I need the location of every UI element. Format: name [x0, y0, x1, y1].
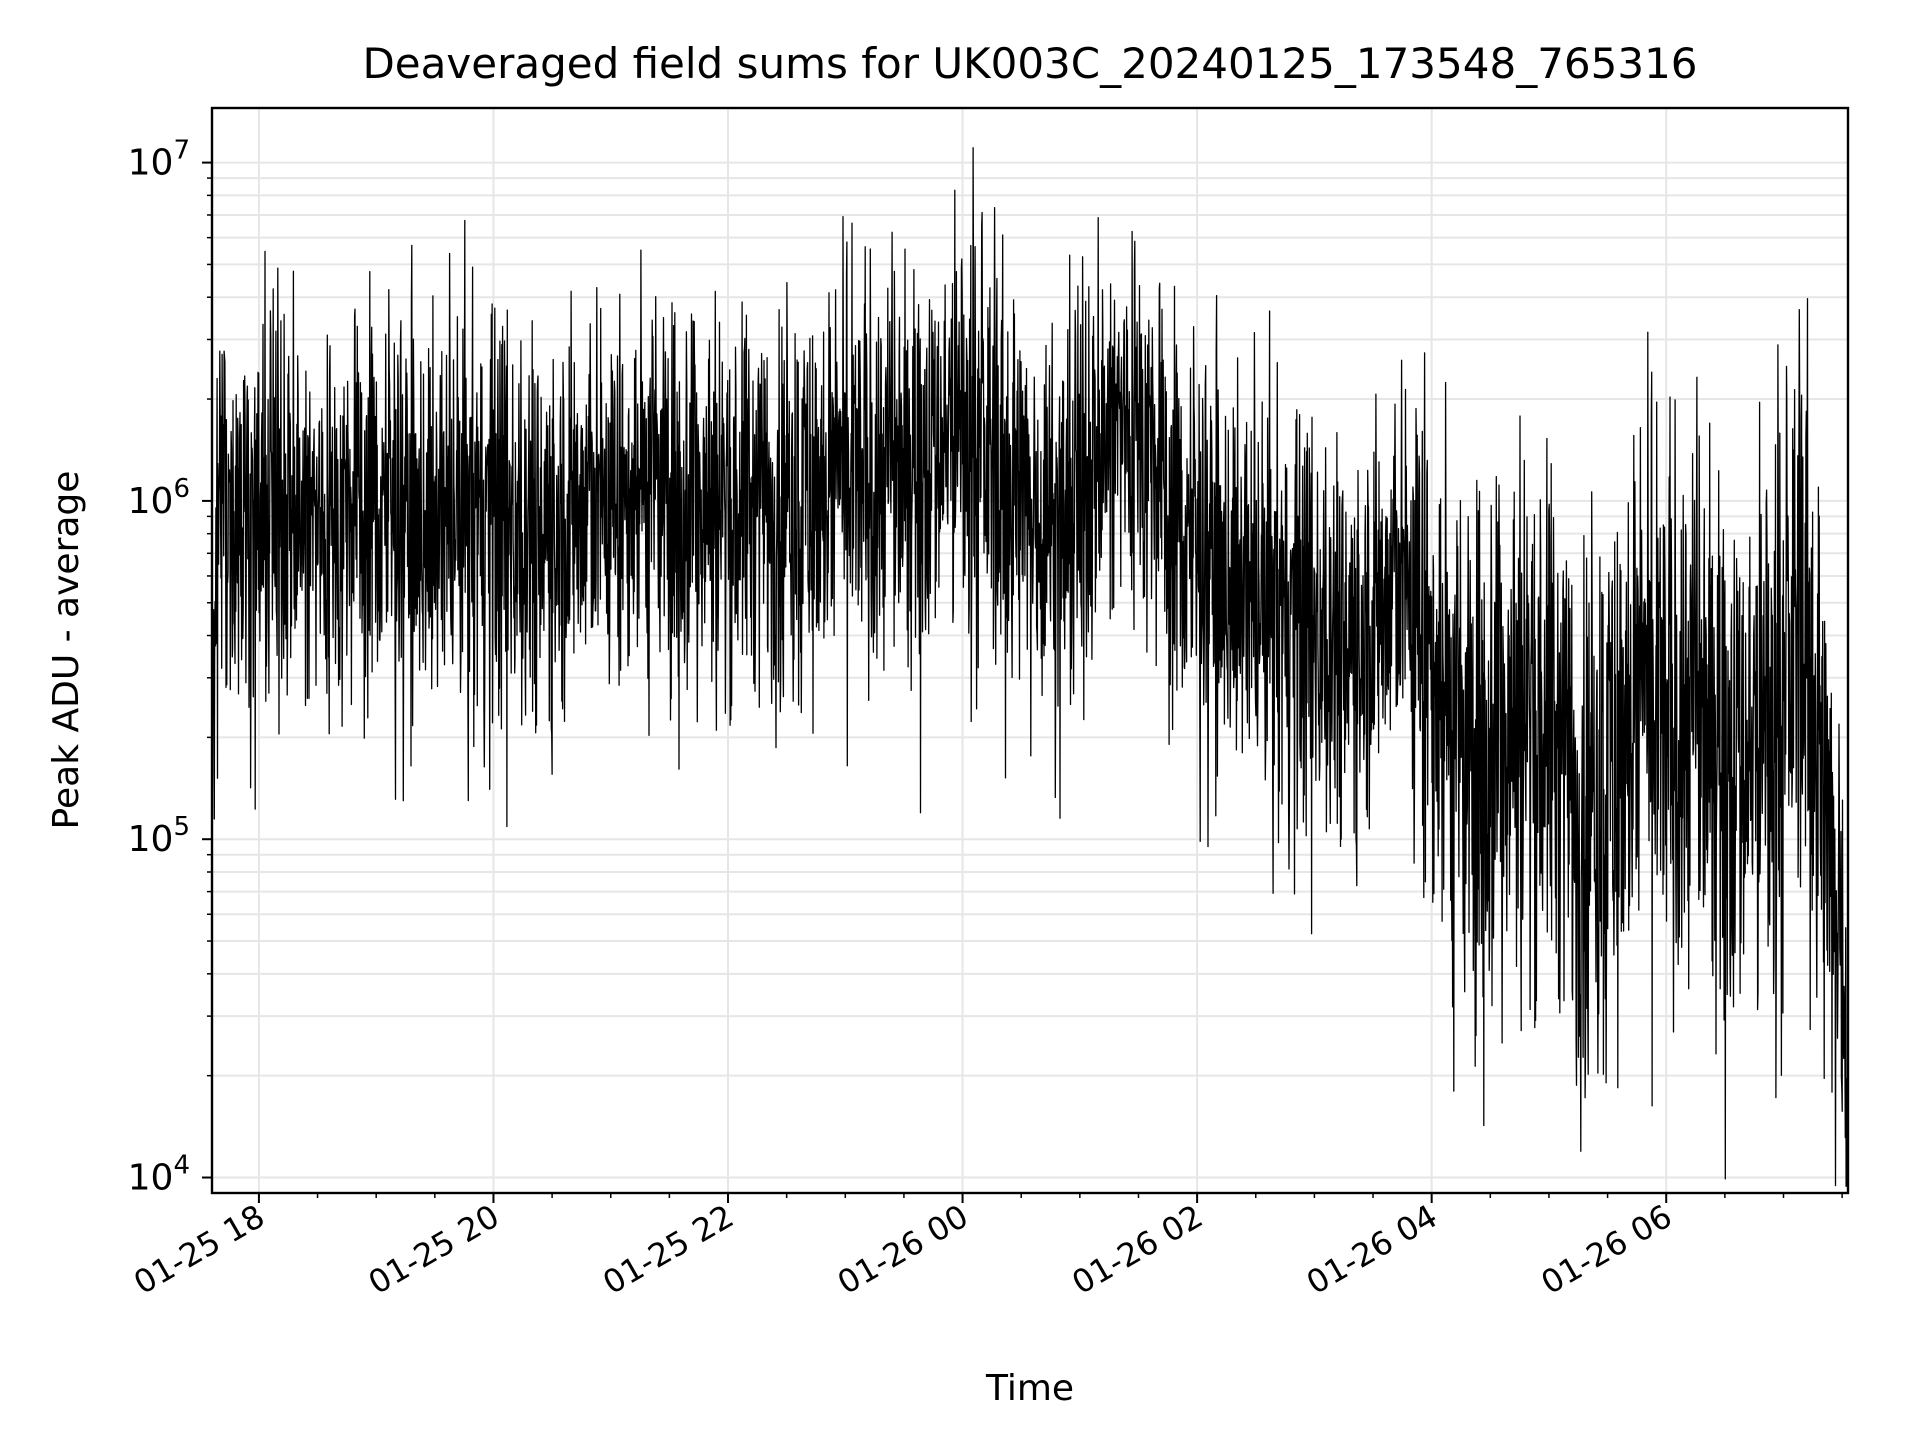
x-axis-label: Time [985, 1368, 1074, 1409]
x-tick-label: 01-26 02 [1066, 1197, 1210, 1302]
chart-title: Deaveraged field sums for UK003C_2024012… [362, 39, 1697, 88]
x-tick-label: 01-26 06 [1535, 1197, 1679, 1302]
y-tick-label: 104 [128, 1151, 190, 1199]
x-tick-label: 01-26 00 [831, 1197, 975, 1302]
series-line [211, 147, 1849, 1187]
y-axis-label: Peak ADU - average [46, 471, 87, 830]
x-tick-label: 01-26 04 [1300, 1197, 1444, 1302]
data-series [211, 147, 1849, 1187]
y-axis: 104 105 106 107 [128, 136, 212, 1199]
plot-frame [210, 106, 1850, 1195]
y-tick-label: 107 [128, 136, 190, 184]
y-tick-label: 105 [128, 812, 190, 860]
x-axis: 01-25 18 01-25 20 01-25 22 01-26 00 01-26 02… [127, 1193, 1843, 1302]
x-tick-label: 01-25 20 [362, 1197, 506, 1302]
x-tick-label: 01-25 18 [127, 1197, 271, 1302]
x-tick-label: 01-25 22 [596, 1197, 740, 1302]
y-tick-label: 106 [128, 474, 190, 522]
